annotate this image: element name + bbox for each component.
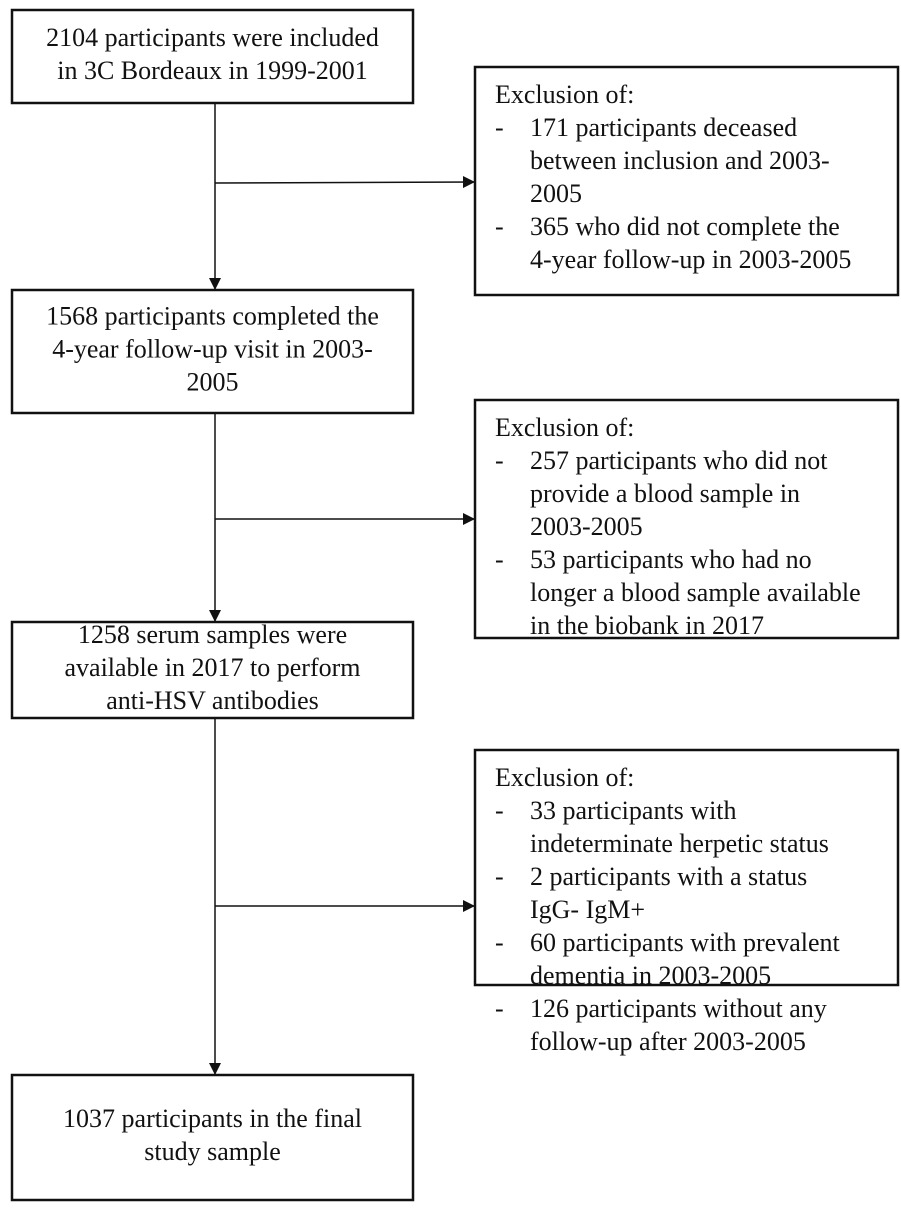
list-marker: - [495,862,504,891]
exclusion-text: indeterminate herpetic status [530,829,829,858]
exclusion-text: follow-up after 2003-2005 [530,1027,806,1056]
exclusion-text: between inclusion and 2003- [530,146,830,175]
box-frame [473,748,900,987]
box-text: in 3C Bordeaux in 1999-2001 [57,56,368,85]
box-text: anti-HSV antibodies [106,686,319,715]
exclusion-text: 60 participants with prevalent [530,928,841,957]
list-marker: - [495,545,504,574]
box-text: 2104 participants were included [46,23,379,52]
exclusion-text: 2003-2005 [530,512,643,541]
exclusion-box: Exclusion of:- 171 participants deceasedb… [473,65,900,297]
box-frame [473,398,900,640]
box-text: study sample [144,1137,281,1166]
exclusion-text: IgG- IgM+ [530,895,645,924]
exclusion-heading: Exclusion of: [495,763,634,792]
box-text: 1568 participants completed the [46,301,379,330]
exclusion-text: 126 participants without any [530,994,827,1023]
exclusion-heading: Exclusion of: [495,80,634,109]
list-marker: - [495,446,504,475]
exclusion-text: 171 participants deceased [530,113,797,142]
exclusion-text: in the biobank in 2017 [530,611,764,640]
main-box: 1568 participants completed the 4-year fo… [10,288,415,415]
exclusion-text: dementia in 2003-2005 [530,961,771,990]
exclusion-text: 365 who did not complete the [530,212,840,241]
main-box: 2104 participants were included in 3C Bor… [10,8,415,105]
exclusion-text: 257 participants who did not [530,446,828,475]
list-marker: - [495,994,504,1023]
exclusion-text: 53 participants who had no [530,545,812,574]
box-text: 1258 serum samples were [78,620,347,649]
exclusion-text: 2005 [530,179,582,208]
box-frame [10,1073,415,1202]
exclusion-text: 2 participants with a status [530,862,807,891]
main-box: 1258 serum samples were available in 2017… [10,620,415,720]
box-text: 1037 participants in the final [63,1104,362,1133]
list-marker: - [495,796,504,825]
exclusion-box: Exclusion of:- 257 participants who did n… [473,398,900,640]
exclusion-heading: Exclusion of: [495,413,634,442]
box-frame [10,288,415,415]
box-text: 2005 [187,367,239,396]
exclusion-text: provide a blood sample in [530,479,800,508]
arrow [214,176,476,189]
exclusion-text: longer a blood sample available [530,578,861,607]
box-frame [10,8,415,105]
exclusion-text: 4-year follow-up in 2003-2005 [530,245,851,274]
exclusion-text: 33 participants with [530,796,737,825]
connectors [209,103,476,1075]
main-box: 1037 participants in the final study samp… [10,1073,415,1202]
list-marker: - [495,212,504,241]
list-marker: - [495,928,504,957]
box-frame [10,620,415,720]
list-marker: - [495,113,504,142]
exclusion-box: Exclusion of:- 33 participants withindete… [473,748,900,1056]
box-text: 4-year follow-up visit in 2003- [52,334,373,363]
box-text: available in 2017 to perform [64,653,360,682]
box-frame [473,65,900,297]
